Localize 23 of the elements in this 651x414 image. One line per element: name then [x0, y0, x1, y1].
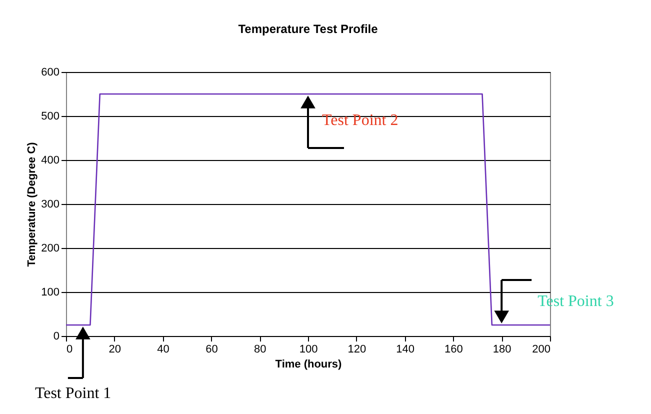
y-tick-label: 200: [41, 242, 60, 254]
chart-title: Temperature Test Profile: [238, 22, 378, 36]
x-tick-label: 60: [206, 344, 218, 356]
x-tick-label: 20: [108, 344, 122, 356]
y-tick-label: 300: [41, 198, 60, 210]
x-tick-label: 0: [66, 344, 73, 356]
x-axis-title: Time (hours): [275, 358, 342, 370]
x-tick-label: 200: [532, 344, 550, 356]
y-tick-label: 400: [41, 154, 60, 166]
y-tick-label: 600: [41, 66, 60, 78]
y-tick-label: 500: [41, 110, 60, 122]
x-tick-label: 40: [157, 344, 170, 356]
x-tick-label: 160: [444, 344, 463, 356]
x-tick-label: 120: [348, 344, 366, 356]
y-tick-label: 0: [53, 330, 60, 342]
y-tick-label: 100: [41, 286, 60, 298]
x-tick-label: 180: [492, 344, 512, 356]
annotation: Test Point 1: [34, 385, 112, 402]
y-axis-title: Temperature (Degree C): [26, 142, 38, 267]
annotation: Test Point 2: [322, 112, 398, 129]
x-tick-label: 140: [396, 344, 414, 356]
x-tick-label: 80: [254, 344, 266, 356]
x-tick-label: 100: [299, 344, 318, 356]
